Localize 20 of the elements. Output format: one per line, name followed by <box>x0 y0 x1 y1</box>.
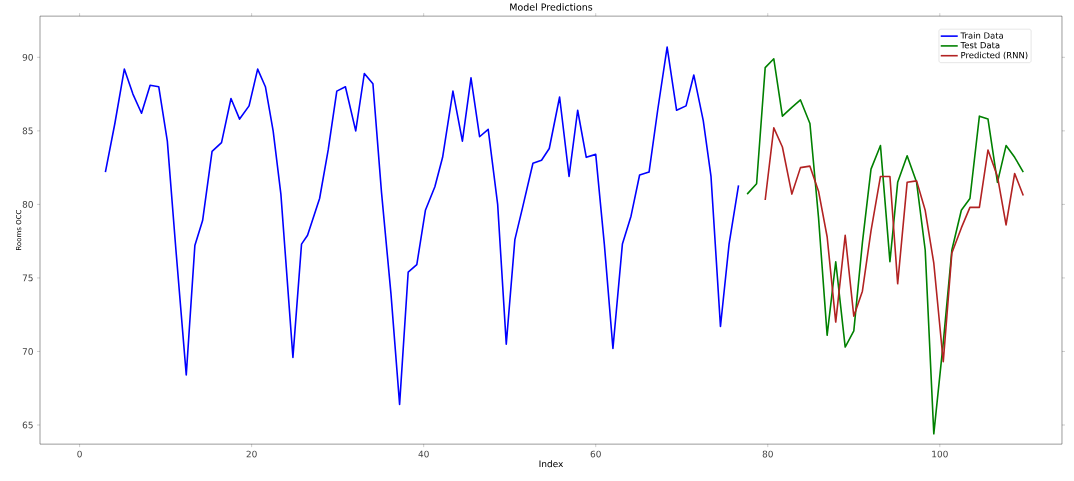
x-tick-label: 60 <box>590 450 601 458</box>
y-tick-label: 85 <box>22 127 33 135</box>
legend-label: Test Data <box>960 42 1000 49</box>
y-tick-label: 90 <box>22 53 33 61</box>
x-tick-label: 100 <box>932 450 948 458</box>
line-series <box>104 46 740 406</box>
x-tick-label: 0 <box>77 450 82 458</box>
y-tick-label: 75 <box>22 274 33 282</box>
x-tick-label: 80 <box>762 450 773 458</box>
y-tick-label: 70 <box>22 348 33 355</box>
legend-label: Predicted (RNN) <box>961 51 1028 60</box>
line-series <box>764 127 1025 363</box>
line-series <box>746 57 1025 435</box>
y-tick-label: 65 <box>22 421 33 429</box>
legend-label: Train Data <box>960 32 1003 39</box>
x-axis-title: Index <box>539 460 564 468</box>
x-tick-label: 20 <box>246 450 257 458</box>
x-tick-label: 40 <box>418 450 429 458</box>
chart-title: Model Predictions <box>510 3 593 11</box>
y-tick-label: 80 <box>22 200 33 208</box>
